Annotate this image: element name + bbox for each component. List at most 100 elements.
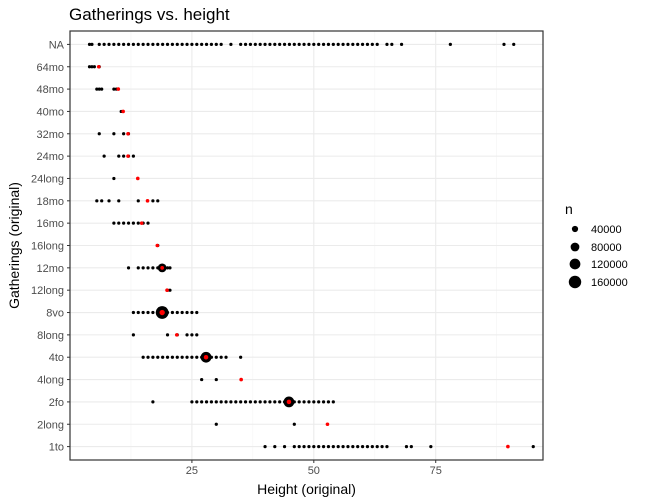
y-tick-label: 8vo [46,308,64,320]
legend-title: n [565,201,573,217]
data-point [365,42,370,47]
summary-point [506,444,510,449]
data-point [370,42,374,47]
legend-key [571,225,579,233]
data-point [351,444,355,449]
summary-point [96,64,101,69]
data-point [278,400,282,404]
data-point [100,87,104,91]
legend-label: 80000 [591,242,622,254]
y-tick-label: 4long [37,375,64,387]
data-point [136,42,140,47]
data-point [253,400,257,404]
data-point [326,444,331,449]
y-tick-label: 8long [37,330,64,342]
data-point [131,42,135,47]
legend: n 40000 80000 120000 160000 [565,201,628,289]
data-point [370,444,374,449]
data-point [302,42,306,47]
legend-key [568,275,582,289]
data-point [385,42,389,47]
data-point [326,400,331,404]
data-point [168,288,172,292]
y-tick-label: 12long [31,285,64,297]
data-point [297,42,301,47]
chart-title: Gatherings vs. height [69,5,230,24]
data-point [253,42,257,47]
data-point [321,42,326,47]
data-point [107,199,111,203]
summary-point [165,288,169,292]
data-point [292,42,296,47]
data-point [229,400,233,404]
data-point [292,422,296,426]
data-point [170,42,175,47]
data-point [161,355,165,359]
summary-points [96,64,510,449]
y-tick-label: 2fo [49,397,64,409]
data-point [131,154,135,158]
summary-point-inner [286,399,292,405]
summary-point [116,87,121,91]
y-tick-label: 32mo [36,129,64,141]
data-point [214,42,218,47]
data-point [282,42,287,47]
data-point [219,355,223,359]
data-point [146,355,150,359]
data-point [365,444,370,449]
data-point [87,42,92,47]
data-point [341,42,345,47]
data-point [102,42,106,47]
summary-point [145,199,150,203]
data-point [429,444,433,449]
data-point [165,42,170,47]
data-point [307,400,311,404]
data-point [112,132,116,136]
data-point [100,199,104,203]
data-point [248,400,253,404]
data-point [175,42,179,47]
data-point [380,444,384,449]
data-point [136,199,140,203]
summary-point [126,154,130,158]
data-point [141,42,145,47]
data-point [156,199,160,203]
x-tick-label: 25 [186,465,198,477]
legend-label: 40000 [591,224,622,236]
data-point [258,400,262,404]
summary-point [155,243,160,248]
data-point [331,444,335,449]
y-tick-label: 2long [37,419,64,431]
y-tick-label: 16long [31,241,64,253]
data-point [122,221,126,225]
legend-key [569,258,581,270]
data-point [302,444,306,449]
data-point [190,333,194,337]
summary-point [121,109,125,114]
legend-key [570,242,580,252]
legend-label: 160000 [591,277,628,289]
data-point [90,42,94,47]
data-point [180,355,184,359]
data-point [151,42,155,47]
summary-point-inner [159,309,165,316]
data-point [351,42,355,47]
data-point [165,333,170,337]
summary-point [139,221,144,225]
data-point [195,355,199,359]
data-point [136,266,140,270]
data-point [292,444,296,449]
y-tick-label: 4to [49,352,64,364]
data-point [165,266,170,270]
x-tick-label: 75 [430,465,442,477]
data-point [195,310,199,315]
data-point [95,87,99,91]
summary-point [126,131,130,136]
data-point [126,42,131,47]
y-axis: 1to 2long 2fo 4long 4to 8long 8vo 12long 12mo 16l… [31,39,70,454]
summary-point [325,422,330,427]
data-point [356,444,360,449]
data-point [214,400,218,404]
data-point [146,42,150,47]
